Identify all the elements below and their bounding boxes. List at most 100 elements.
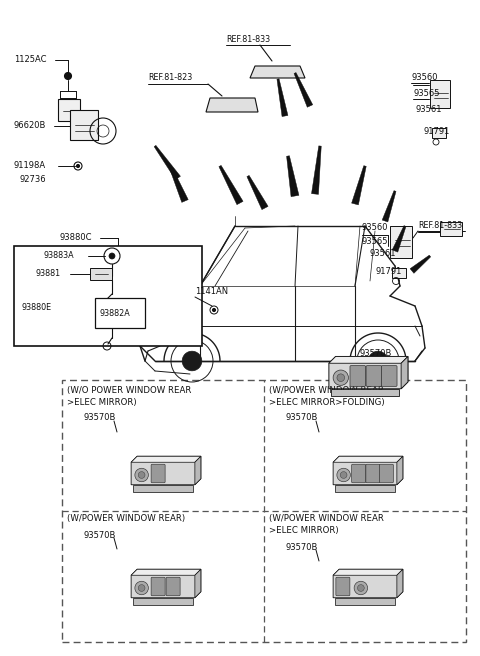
Text: 93570B: 93570B [84, 531, 116, 539]
Text: 96620B: 96620B [14, 121, 47, 131]
Polygon shape [247, 175, 268, 210]
Bar [133, 485, 192, 491]
Text: 93570B: 93570B [360, 350, 392, 358]
Polygon shape [219, 165, 243, 205]
Text: 92736: 92736 [20, 176, 47, 184]
Text: 1125AC: 1125AC [14, 56, 47, 64]
Polygon shape [333, 457, 403, 462]
FancyBboxPatch shape [382, 365, 397, 386]
Polygon shape [333, 569, 403, 575]
Polygon shape [277, 79, 288, 117]
Circle shape [76, 165, 80, 167]
Circle shape [138, 472, 145, 478]
Polygon shape [352, 166, 366, 205]
Bar [14, 246, 202, 346]
Text: 93561: 93561 [370, 249, 396, 258]
Polygon shape [131, 569, 201, 598]
Polygon shape [312, 146, 321, 194]
Polygon shape [169, 165, 188, 203]
Bar [336, 598, 395, 604]
Bar [331, 389, 398, 396]
Text: 93570B: 93570B [286, 413, 318, 422]
FancyBboxPatch shape [151, 464, 165, 483]
Text: 91198A: 91198A [14, 161, 46, 171]
Text: 93565: 93565 [362, 237, 388, 245]
Polygon shape [397, 569, 403, 598]
Bar [440, 222, 462, 236]
Bar [70, 110, 98, 140]
Circle shape [213, 308, 216, 312]
Text: REF.81-833: REF.81-833 [226, 35, 270, 43]
Polygon shape [195, 569, 201, 598]
Bar [430, 80, 450, 108]
Bar [390, 226, 412, 258]
Text: >ELEC MIRROR): >ELEC MIRROR) [67, 398, 137, 407]
Circle shape [368, 351, 388, 371]
Text: (W/POWER WINDOW REAR): (W/POWER WINDOW REAR) [67, 514, 185, 523]
FancyBboxPatch shape [350, 365, 366, 386]
Circle shape [337, 468, 350, 482]
Text: 93561: 93561 [416, 106, 443, 115]
Circle shape [182, 351, 202, 371]
Polygon shape [294, 73, 313, 107]
Text: REF.81-823: REF.81-823 [148, 73, 192, 83]
Text: 93560: 93560 [362, 224, 388, 232]
Circle shape [135, 581, 148, 595]
Text: 93560: 93560 [411, 73, 437, 83]
Text: >ELEC MIRROR>FOLDING): >ELEC MIRROR>FOLDING) [269, 398, 384, 407]
Bar [133, 598, 192, 604]
Text: (W/POWER WINDOW REAR: (W/POWER WINDOW REAR [269, 386, 384, 394]
FancyBboxPatch shape [366, 464, 380, 483]
Polygon shape [401, 356, 408, 389]
Circle shape [138, 584, 145, 591]
Bar [336, 485, 395, 491]
Circle shape [358, 584, 364, 591]
FancyBboxPatch shape [379, 464, 394, 483]
Text: REF.81-833: REF.81-833 [418, 222, 462, 230]
Polygon shape [329, 356, 408, 389]
Polygon shape [333, 569, 403, 598]
Text: 93882A: 93882A [100, 310, 131, 319]
Circle shape [354, 581, 368, 595]
Text: 91791: 91791 [375, 266, 401, 276]
Polygon shape [131, 457, 201, 462]
Text: (W/POWER WINDOW REAR: (W/POWER WINDOW REAR [269, 514, 384, 523]
Text: 93883A: 93883A [44, 251, 74, 260]
Polygon shape [154, 146, 180, 180]
Bar [90, 268, 112, 280]
Bar [218, 100, 230, 108]
Text: 93570B: 93570B [84, 413, 116, 422]
Bar [58, 99, 80, 121]
Text: 93880C: 93880C [60, 234, 93, 243]
Circle shape [109, 253, 115, 259]
Polygon shape [131, 569, 201, 575]
Text: 91791: 91791 [424, 127, 450, 136]
Polygon shape [131, 457, 201, 485]
Bar [392, 268, 406, 278]
Circle shape [333, 370, 348, 385]
Polygon shape [333, 457, 403, 485]
Text: 93881: 93881 [36, 270, 61, 279]
Circle shape [64, 73, 72, 79]
Polygon shape [195, 457, 201, 485]
FancyBboxPatch shape [336, 577, 350, 596]
Polygon shape [250, 66, 305, 78]
Polygon shape [382, 191, 396, 222]
Bar [62, 380, 466, 642]
Text: 93570B: 93570B [286, 543, 318, 552]
Polygon shape [206, 98, 258, 112]
Circle shape [135, 468, 148, 482]
FancyBboxPatch shape [166, 577, 180, 596]
Bar [173, 264, 188, 274]
Polygon shape [392, 226, 406, 252]
FancyBboxPatch shape [151, 577, 165, 596]
FancyBboxPatch shape [352, 464, 366, 483]
Bar [432, 128, 446, 138]
Text: 1141AN: 1141AN [195, 287, 228, 295]
Text: >ELEC MIRROR): >ELEC MIRROR) [269, 527, 338, 535]
Polygon shape [397, 457, 403, 485]
Text: 93880E: 93880E [22, 302, 52, 312]
FancyBboxPatch shape [366, 365, 382, 386]
Circle shape [340, 472, 347, 478]
Polygon shape [287, 155, 299, 197]
